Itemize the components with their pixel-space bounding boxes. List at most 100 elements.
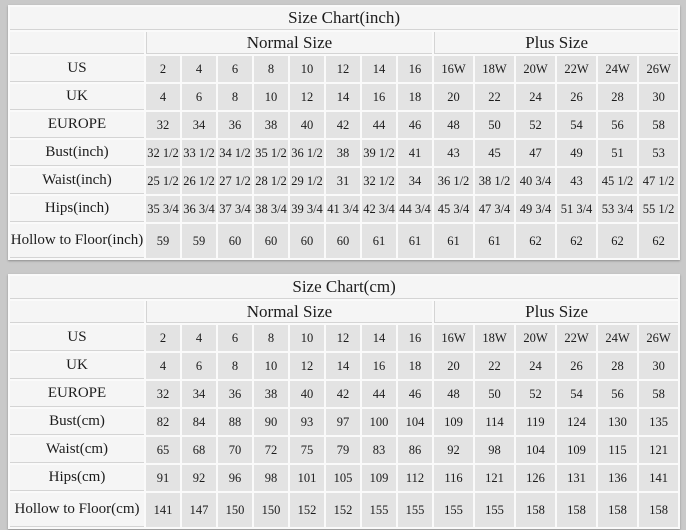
size-value-cell: 43	[557, 168, 596, 194]
size-value-cell: 20	[434, 353, 473, 379]
size-value-cell: 4	[182, 325, 216, 351]
size-value-cell: 12	[290, 353, 324, 379]
table-row: Bust(cm) 82 84 88 90 93 97 100 104 109 114 119 124 13…	[10, 409, 679, 435]
size-value-cell: 10	[254, 353, 288, 379]
size-value-cell: 155	[475, 493, 514, 527]
size-chart-cm-table: Size Chart(cm) Normal Size Plus Size US 2 4 6 8…	[8, 274, 681, 529]
size-value-cell: 49	[557, 140, 596, 166]
size-value-cell: 35 1/2	[254, 140, 288, 166]
size-value-cell: 39 1/2	[362, 140, 396, 166]
size-value-cell: 141	[639, 465, 679, 491]
size-value-cell: 52	[516, 381, 555, 407]
size-value-cell: 136	[598, 465, 637, 491]
size-value-cell: 130	[598, 409, 637, 435]
size-value-cell: 18W	[475, 325, 514, 351]
size-value-cell: 114	[475, 409, 514, 435]
size-value-cell: 45	[475, 140, 514, 166]
size-value-cell: 59	[146, 224, 180, 258]
row-label: Waist(cm)	[10, 437, 144, 463]
size-value-cell: 72	[254, 437, 288, 463]
size-value-cell: 36 1/2	[434, 168, 473, 194]
column-group-plus-size: Plus Size	[434, 301, 679, 323]
size-value-cell: 152	[326, 493, 360, 527]
size-value-cell: 41 3/4	[326, 196, 360, 222]
size-value-cell: 68	[182, 437, 216, 463]
size-value-cell: 36	[218, 112, 252, 138]
table-row: EUROPE 32 34 36 38 40 42 44 46 48 50 52 54 56 58	[10, 112, 679, 138]
size-value-cell: 49 3/4	[516, 196, 555, 222]
size-value-cell: 124	[557, 409, 596, 435]
size-value-cell: 36 1/2	[290, 140, 324, 166]
table-row: Waist(cm) 65 68 70 72 75 79 83 86 92 98 104 109 115 12…	[10, 437, 679, 463]
size-value-cell: 61	[398, 224, 432, 258]
size-value-cell: 54	[557, 381, 596, 407]
size-value-cell: 26 1/2	[182, 168, 216, 194]
size-value-cell: 32	[146, 381, 180, 407]
size-value-cell: 2	[146, 325, 180, 351]
size-value-cell: 41	[398, 140, 432, 166]
table-row: Hollow to Floor(cm) 141 147 150 150 152 152 155…	[10, 493, 679, 527]
size-value-cell: 119	[516, 409, 555, 435]
size-value-cell: 20W	[516, 56, 555, 82]
size-value-cell: 42	[326, 112, 360, 138]
size-value-cell: 40 3/4	[516, 168, 555, 194]
size-value-cell: 91	[146, 465, 180, 491]
size-value-cell: 40	[290, 381, 324, 407]
size-value-cell: 62	[598, 224, 637, 258]
table-row: Hips(cm) 91 92 96 98 101 105 109 112 116 121 126 131…	[10, 465, 679, 491]
size-value-cell: 20W	[516, 325, 555, 351]
size-value-cell: 116	[434, 465, 473, 491]
row-label: US	[10, 56, 144, 82]
size-value-cell: 14	[362, 325, 396, 351]
row-label: Hips(inch)	[10, 196, 144, 222]
size-value-cell: 12	[326, 325, 360, 351]
size-value-cell: 38 1/2	[475, 168, 514, 194]
row-label: Hollow to Floor(inch)	[10, 224, 144, 258]
size-value-cell: 112	[398, 465, 432, 491]
size-value-cell: 4	[146, 84, 180, 110]
size-value-cell: 24W	[598, 325, 637, 351]
size-value-cell: 12	[290, 84, 324, 110]
row-label: Hollow to Floor(cm)	[10, 493, 144, 527]
size-value-cell: 109	[557, 437, 596, 463]
row-label: US	[10, 325, 144, 351]
size-value-cell: 75	[290, 437, 324, 463]
size-value-cell: 4	[146, 353, 180, 379]
size-value-cell: 131	[557, 465, 596, 491]
size-value-cell: 135	[639, 409, 679, 435]
size-value-cell: 18W	[475, 56, 514, 82]
size-value-cell: 65	[146, 437, 180, 463]
size-value-cell: 47 3/4	[475, 196, 514, 222]
size-value-cell: 48	[434, 112, 473, 138]
size-value-cell: 82	[146, 409, 180, 435]
size-value-cell: 22W	[557, 56, 596, 82]
size-value-cell: 44 3/4	[398, 196, 432, 222]
size-value-cell: 62	[516, 224, 555, 258]
row-label: Bust(inch)	[10, 140, 144, 166]
size-value-cell: 86	[398, 437, 432, 463]
row-label: EUROPE	[10, 381, 144, 407]
size-value-cell: 28	[598, 84, 637, 110]
table-row: UK 4 6 8 10 12 14 16 18 20 22 24 26 28 30	[10, 84, 679, 110]
size-value-cell: 12	[326, 56, 360, 82]
chart-title: Size Chart(inch)	[10, 7, 679, 30]
row-label: UK	[10, 353, 144, 379]
size-value-cell: 28 1/2	[254, 168, 288, 194]
size-value-cell: 60	[218, 224, 252, 258]
size-value-cell: 31	[326, 168, 360, 194]
size-value-cell: 51 3/4	[557, 196, 596, 222]
size-value-cell: 147	[182, 493, 216, 527]
table-row: Hips(inch) 35 3/4 36 3/4 37 3/4 38 3/4 39 3/4…	[10, 196, 679, 222]
size-value-cell: 43	[434, 140, 473, 166]
size-value-cell: 109	[434, 409, 473, 435]
table-row: Waist(inch) 25 1/2 26 1/2 27 1/2 28 1/2 29 1/…	[10, 168, 679, 194]
size-value-cell: 6	[182, 84, 216, 110]
size-value-cell: 62	[639, 224, 679, 258]
size-value-cell: 104	[516, 437, 555, 463]
column-group-normal-size: Normal Size	[146, 301, 432, 323]
size-value-cell: 126	[516, 465, 555, 491]
size-value-cell: 105	[326, 465, 360, 491]
size-value-cell: 56	[598, 381, 637, 407]
size-value-cell: 53	[639, 140, 679, 166]
size-value-cell: 158	[516, 493, 555, 527]
